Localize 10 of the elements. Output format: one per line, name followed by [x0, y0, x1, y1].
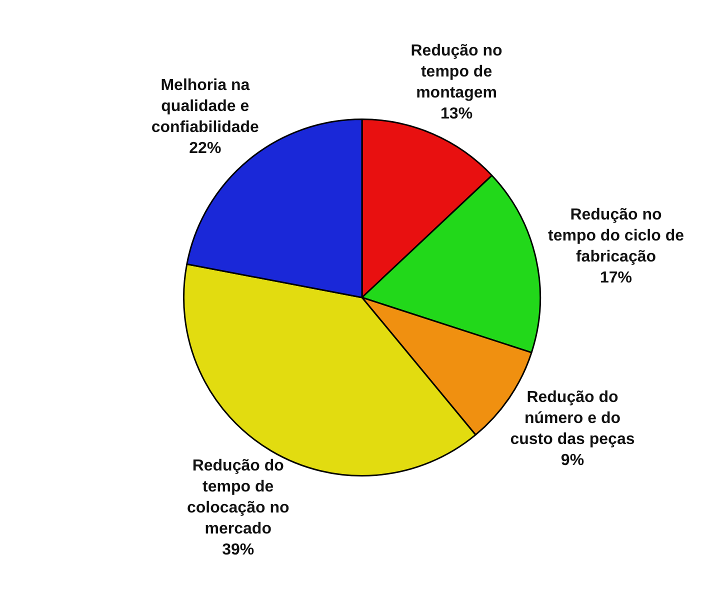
- slice-label: Redução no tempo de montagem: [410, 42, 503, 102]
- data-label: 22%: [189, 140, 222, 157]
- slice-label: Redução no tempo do ciclo de fabricação: [548, 206, 684, 266]
- data-label: 17%: [600, 269, 632, 286]
- data-label: 39%: [222, 542, 254, 559]
- data-label: 9%: [560, 452, 584, 470]
- slice-label: Redução do tempo de colocação no mercado: [186, 458, 290, 538]
- data-label: 13%: [440, 105, 473, 122]
- slice-label: Redução do número e do custo das peças: [510, 389, 635, 448]
- slice-label: Melhoria na qualidade e confiabilidade: [151, 76, 260, 136]
